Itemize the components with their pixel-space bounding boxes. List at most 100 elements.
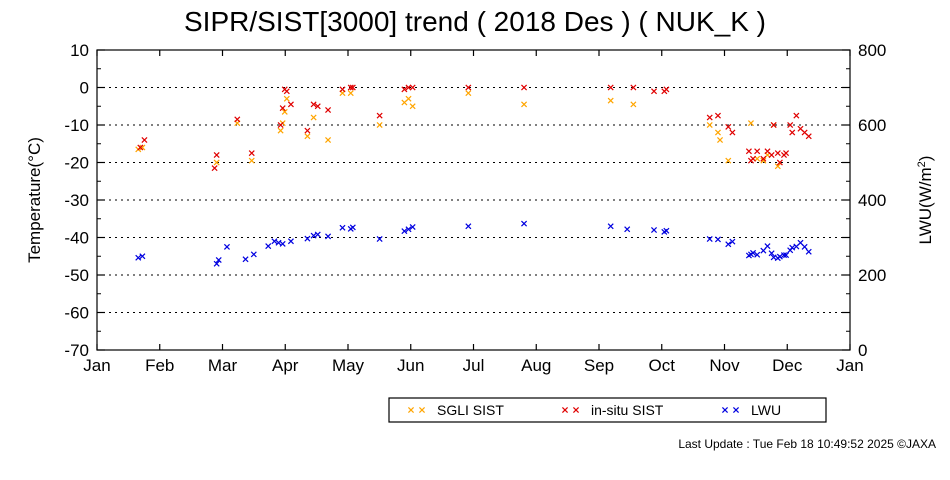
data-point [213,151,220,159]
data-point [265,243,272,250]
data-point [310,232,317,239]
y2-tick-label: 400 [858,191,886,210]
data-point [750,155,757,162]
data-point [768,151,775,159]
data-point [277,121,284,129]
data-point [624,226,631,233]
data-point [521,101,528,108]
x-tick-label: Jan [83,356,110,375]
data-point [521,84,528,91]
data-point [663,86,670,93]
x-tick-label: Feb [145,356,174,375]
data-point [339,86,346,93]
data-point [349,224,356,231]
y-tick-label: -30 [64,191,89,210]
data-point [774,150,781,157]
data-point [248,150,255,157]
data-point [339,224,346,231]
data-point [376,121,383,129]
y2-tick-label: 0 [858,341,867,360]
x-tick-label: Aug [521,356,551,375]
data-point [465,90,472,97]
data-point [521,220,528,227]
y-tick-label: -10 [64,116,89,135]
data-point [650,226,658,234]
data-point [714,236,721,243]
data-point [607,97,614,104]
data-point [789,244,796,251]
data-point [706,114,713,121]
data-point [376,235,383,243]
chart-title: SIPR/SIST[3000] trend ( 2018 Des ) ( NUK… [183,6,766,37]
legend-label: in-situ SIST [591,402,664,418]
data-point [789,129,796,136]
legend-entry: in-situ SIST [561,402,664,418]
data-point [776,253,783,260]
data-point [754,251,761,258]
y2-tick-label: 800 [858,41,886,60]
data-point [304,127,311,134]
data-point [650,88,658,95]
data-point [349,84,356,91]
x-tick-label: Oct [649,356,676,375]
data-point [783,150,790,157]
data-point [325,136,332,144]
x-tick-label: Jun [397,356,424,375]
data-point [764,243,771,250]
legend-marker [561,406,569,414]
data-point [465,84,472,91]
data-point [663,227,670,234]
data-point [405,226,412,233]
data-point [409,84,416,91]
data-point [287,238,294,245]
data-point [141,136,148,144]
y2-axis-label-sup: 2 [916,161,928,167]
data-point [787,121,794,129]
data-point [275,239,282,246]
data-point [325,106,332,114]
y2-axis-label-end: ) [916,156,935,162]
data-point [325,233,332,240]
data-point [729,238,736,245]
data-point [768,250,775,257]
data-point [401,228,408,235]
plot-frame [96,49,851,351]
data-point [714,112,721,119]
data-point [314,231,321,238]
data-point [745,148,752,155]
y2-axis-label-main: LWU(W/m [916,167,935,244]
data-point [630,101,637,108]
data-point [223,243,230,250]
legend-marker [732,406,740,414]
data-point [801,243,808,250]
data-point [279,105,286,112]
legend-marker [572,406,580,414]
last-update-text: Last Update : Tue Feb 18 10:49:52 2025 ©… [678,437,936,451]
data-point [277,127,284,134]
legend-marker [721,406,729,414]
data-point [776,159,783,166]
data-point [793,112,800,119]
legend-marker [407,406,415,414]
data-point [215,256,222,264]
data-point [805,248,812,255]
data-point [754,148,761,155]
y-tick-label: -60 [64,304,89,323]
data-point [770,121,777,129]
data-point [310,114,317,121]
x-tick-label: Mar [208,356,238,375]
data-point [780,252,788,259]
data-point [250,251,257,258]
x-tick-label: Sep [584,356,614,375]
data-point [706,235,713,243]
data-point [714,129,721,136]
data-point [729,129,736,136]
data-point [139,144,146,151]
legend-entry: SGLI SIST [407,402,504,418]
data-point [248,157,255,164]
y-tick-label: -70 [64,341,89,360]
data-point [213,159,220,166]
data-point [717,136,724,144]
data-point [760,155,767,162]
data-point [281,108,288,115]
